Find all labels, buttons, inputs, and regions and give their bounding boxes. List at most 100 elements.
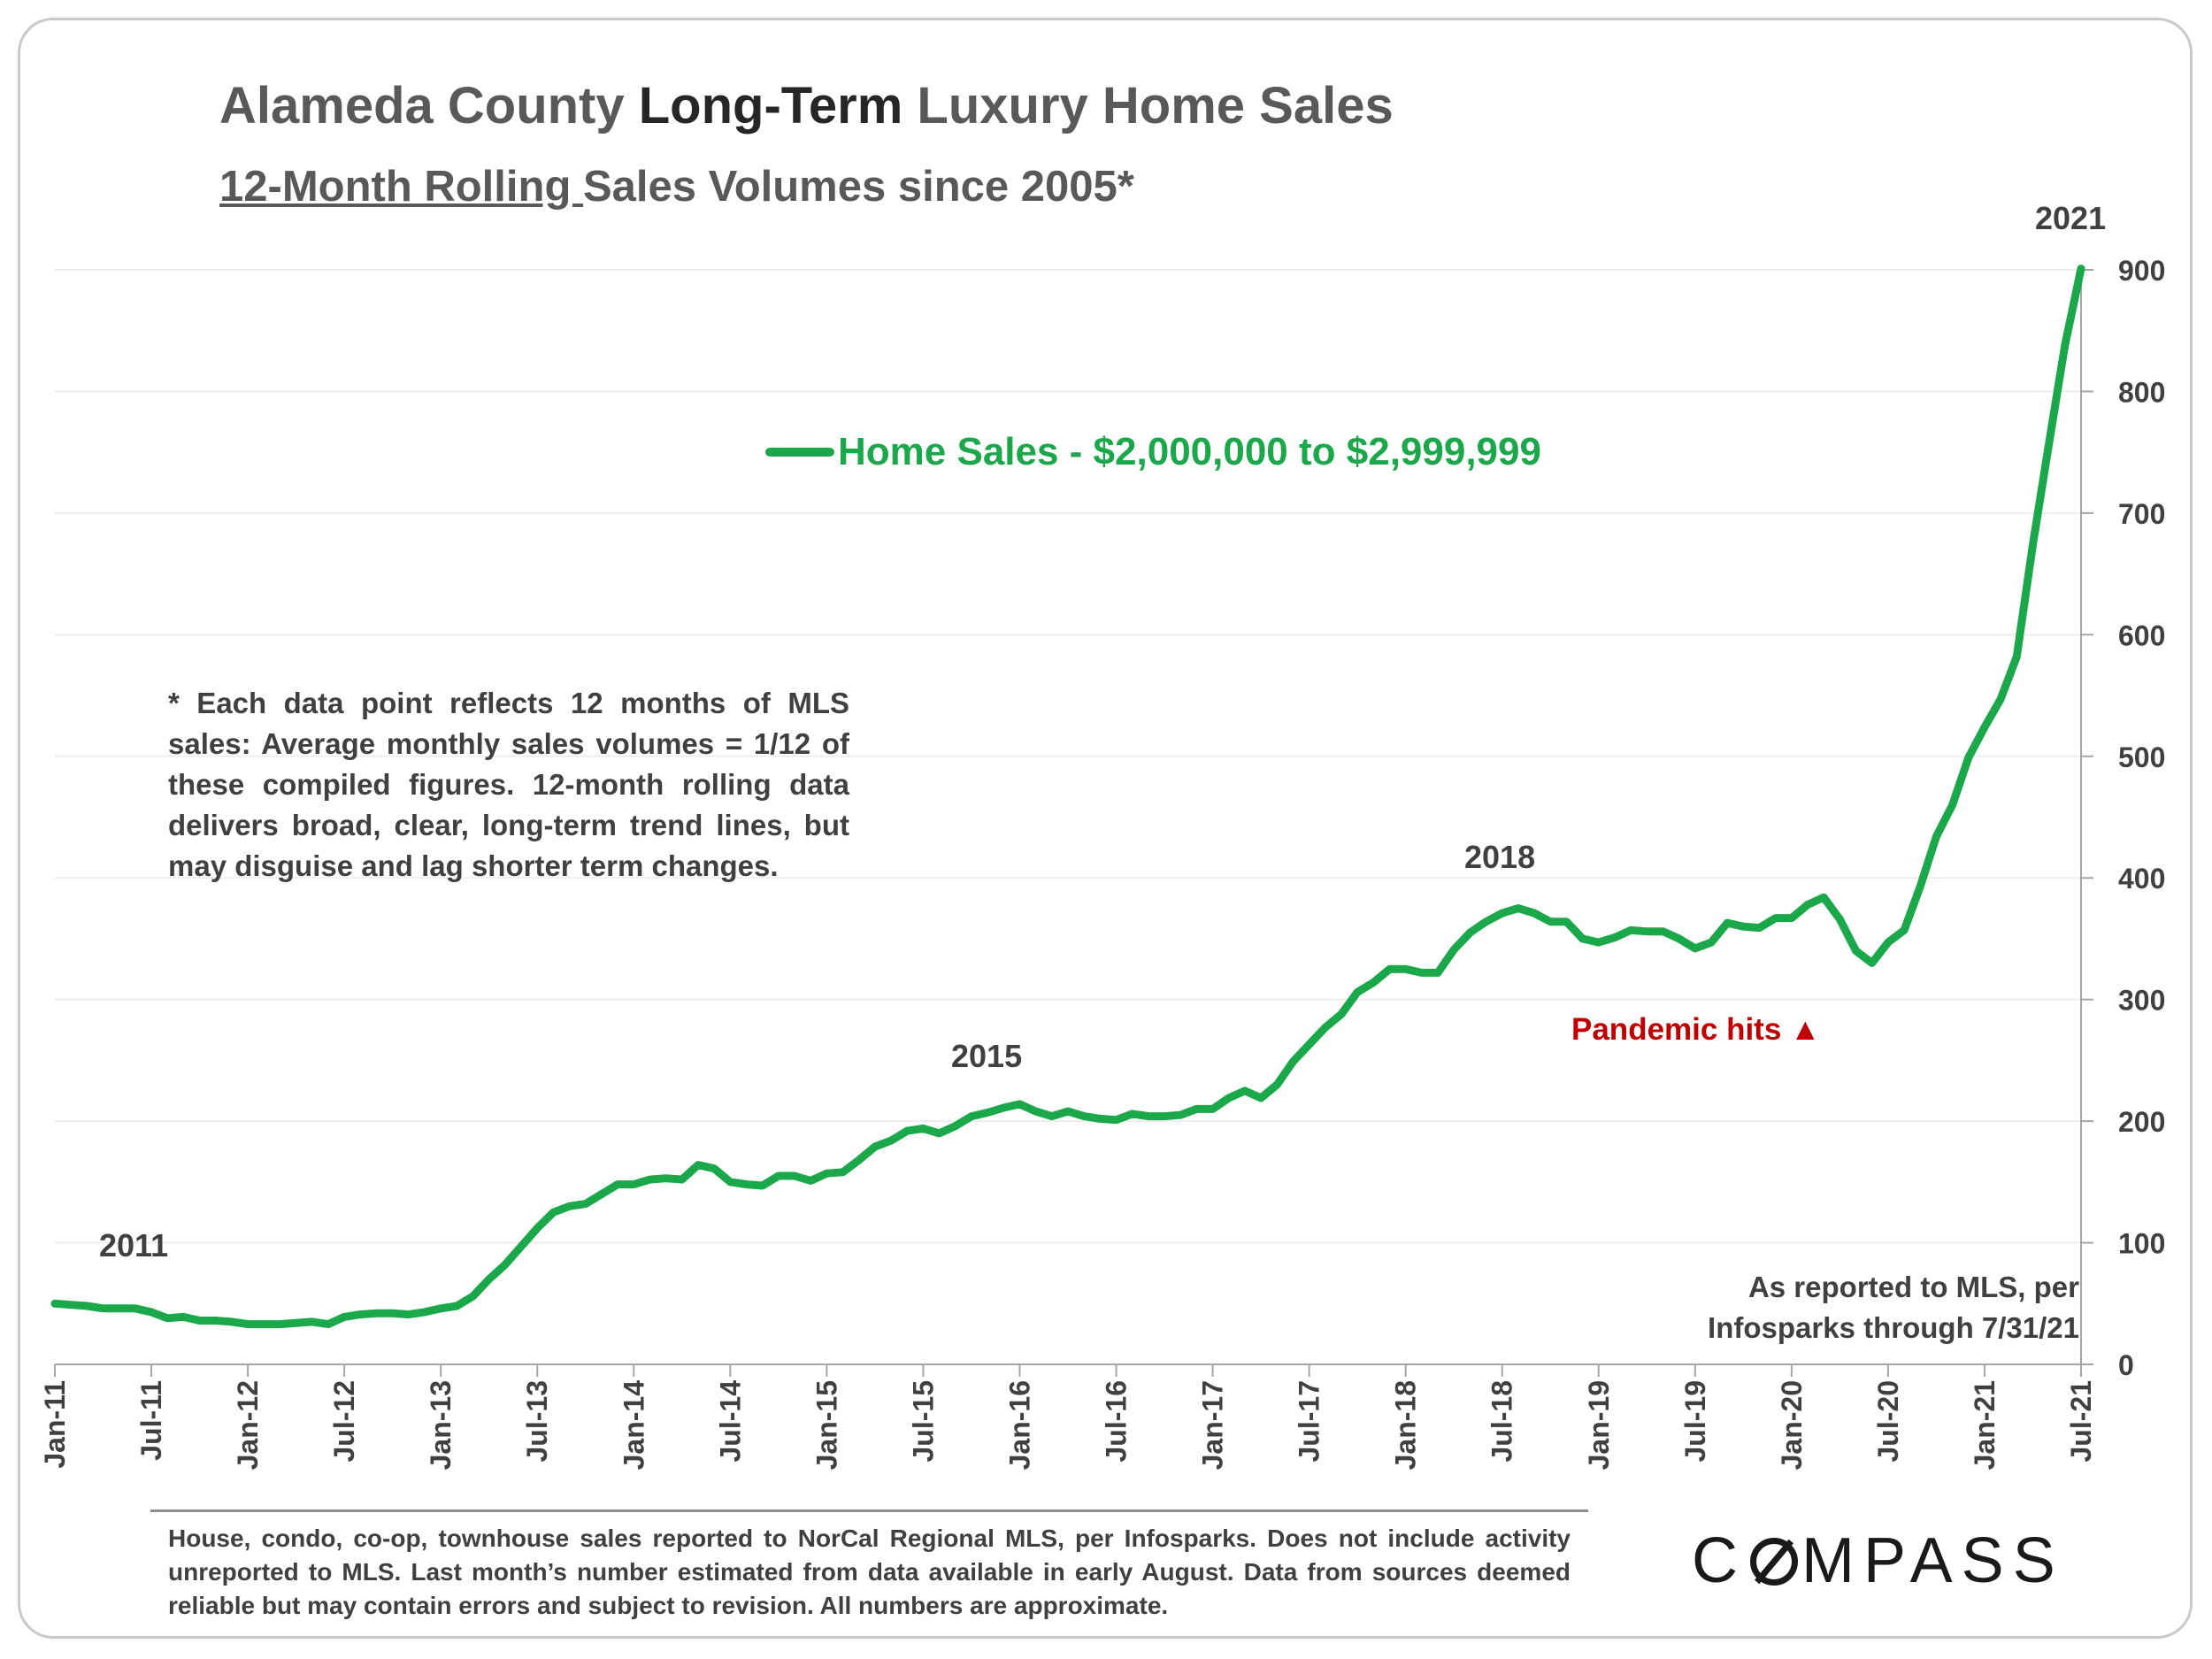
data-point xyxy=(1628,927,1633,933)
data-point xyxy=(357,1312,363,1317)
compass-logo: C MPASS xyxy=(1692,1525,2064,1597)
data-point xyxy=(149,1310,154,1315)
x-tick-label: Jul-11 xyxy=(135,1380,167,1461)
data-point xyxy=(180,1314,186,1319)
footer-divider xyxy=(150,1509,1588,1512)
data-point xyxy=(1081,1114,1087,1119)
data-point xyxy=(550,1210,556,1215)
y-tick-label: 700 xyxy=(2118,498,2165,530)
data-point xyxy=(937,1131,942,1136)
chart-subtitle: 12-Month Rolling Sales Volumes since 200… xyxy=(219,162,1134,211)
data-point xyxy=(1870,960,1875,965)
data-point xyxy=(1178,1112,1183,1118)
data-point xyxy=(583,1202,588,1207)
data-point xyxy=(727,1179,733,1185)
data-point xyxy=(1805,902,1810,907)
logo-text-end: MPASS xyxy=(1801,1525,2064,1596)
data-point xyxy=(1563,919,1569,925)
data-point xyxy=(1403,966,1409,972)
gridlines xyxy=(55,269,2081,1244)
data-point xyxy=(1724,920,1730,926)
x-tick-label: Jul-19 xyxy=(1679,1380,1711,1462)
data-point xyxy=(1917,884,1923,889)
data-point xyxy=(133,1306,138,1311)
data-point xyxy=(1451,947,1456,952)
data-point xyxy=(1837,917,1842,922)
data-point xyxy=(213,1318,219,1324)
data-point xyxy=(920,1125,926,1131)
x-tick-label: Jan-11 xyxy=(39,1380,71,1469)
data-point xyxy=(888,1138,894,1143)
data-point xyxy=(1355,989,1360,995)
data-point xyxy=(2062,342,2068,348)
data-point xyxy=(1500,910,1505,916)
data-point xyxy=(503,1262,508,1267)
data-point xyxy=(84,1303,89,1309)
data-point xyxy=(390,1310,396,1316)
data-point xyxy=(373,1310,379,1316)
data-point xyxy=(1484,919,1489,925)
data-point xyxy=(615,1182,620,1187)
data-point xyxy=(567,1203,572,1209)
x-tick-label: Jul-15 xyxy=(907,1380,939,1462)
data-point xyxy=(1757,926,1763,931)
legend: Home Sales - $2,000,000 to $2,999,999 xyxy=(765,430,1541,474)
data-point xyxy=(1966,755,1971,760)
data-point xyxy=(406,1312,411,1317)
x-tick-label: Jul-16 xyxy=(1101,1380,1133,1462)
y-tick-label: 800 xyxy=(2118,376,2165,408)
data-point xyxy=(101,1306,106,1311)
data-point xyxy=(711,1166,717,1171)
y-tick-label: 900 xyxy=(2118,255,2165,287)
data-point xyxy=(744,1182,749,1187)
data-point xyxy=(1596,940,1601,945)
logo-text-start: C xyxy=(1692,1525,1747,1596)
data-point xyxy=(760,1183,765,1188)
data-point xyxy=(1065,1109,1071,1114)
title-part-2: Long-Term xyxy=(638,77,903,134)
data-point xyxy=(985,1110,990,1115)
data-point xyxy=(1950,803,1955,808)
data-point xyxy=(824,1171,829,1176)
data-point xyxy=(1371,979,1376,985)
data-point xyxy=(1146,1114,1151,1119)
year-label-2015: 2015 xyxy=(951,1038,1023,1074)
data-point xyxy=(1049,1114,1055,1119)
data-point xyxy=(904,1128,910,1133)
data-point xyxy=(1677,936,1682,941)
y-tick-label: 600 xyxy=(2118,619,2165,651)
x-tick-label: Jan-21 xyxy=(1969,1380,2001,1470)
x-tick-label: Jul-13 xyxy=(521,1380,553,1462)
source-note: As reported to MLS, per Infosparks throu… xyxy=(1708,1271,2079,1344)
data-point xyxy=(1242,1088,1248,1094)
data-point xyxy=(422,1310,427,1315)
data-point xyxy=(1210,1106,1216,1111)
data-point xyxy=(229,1319,234,1325)
x-tick-label: Jan-16 xyxy=(1003,1380,1035,1470)
data-point xyxy=(1612,935,1617,941)
data-point xyxy=(518,1244,524,1249)
data-point xyxy=(294,1320,299,1325)
data-point xyxy=(1307,1042,1312,1048)
series-line-home-sales xyxy=(50,265,2085,1329)
data-point xyxy=(471,1294,476,1299)
data-point xyxy=(1998,696,2003,702)
data-point xyxy=(1435,970,1440,975)
x-tick-label: Jan-12 xyxy=(232,1380,264,1470)
data-point xyxy=(1033,1109,1039,1114)
data-point xyxy=(117,1306,122,1311)
x-tick-label: Jan-14 xyxy=(618,1380,649,1471)
data-point xyxy=(2047,442,2052,447)
methodology-note: * Each data point reflects 12 months of … xyxy=(168,687,849,882)
chart-frame xyxy=(18,18,2193,1639)
data-point xyxy=(599,1192,604,1197)
data-point xyxy=(1386,966,1392,972)
data-point xyxy=(1162,1114,1167,1119)
title-part-1: Alameda County xyxy=(219,77,639,134)
axes: 0 100 200 300 400 500 600 700 800 900 Jan-11 Jul-11… xyxy=(39,255,2165,1470)
data-point xyxy=(1516,906,1521,911)
data-point xyxy=(1323,1025,1328,1030)
data-point xyxy=(1419,970,1425,975)
data-point xyxy=(1194,1106,1199,1111)
